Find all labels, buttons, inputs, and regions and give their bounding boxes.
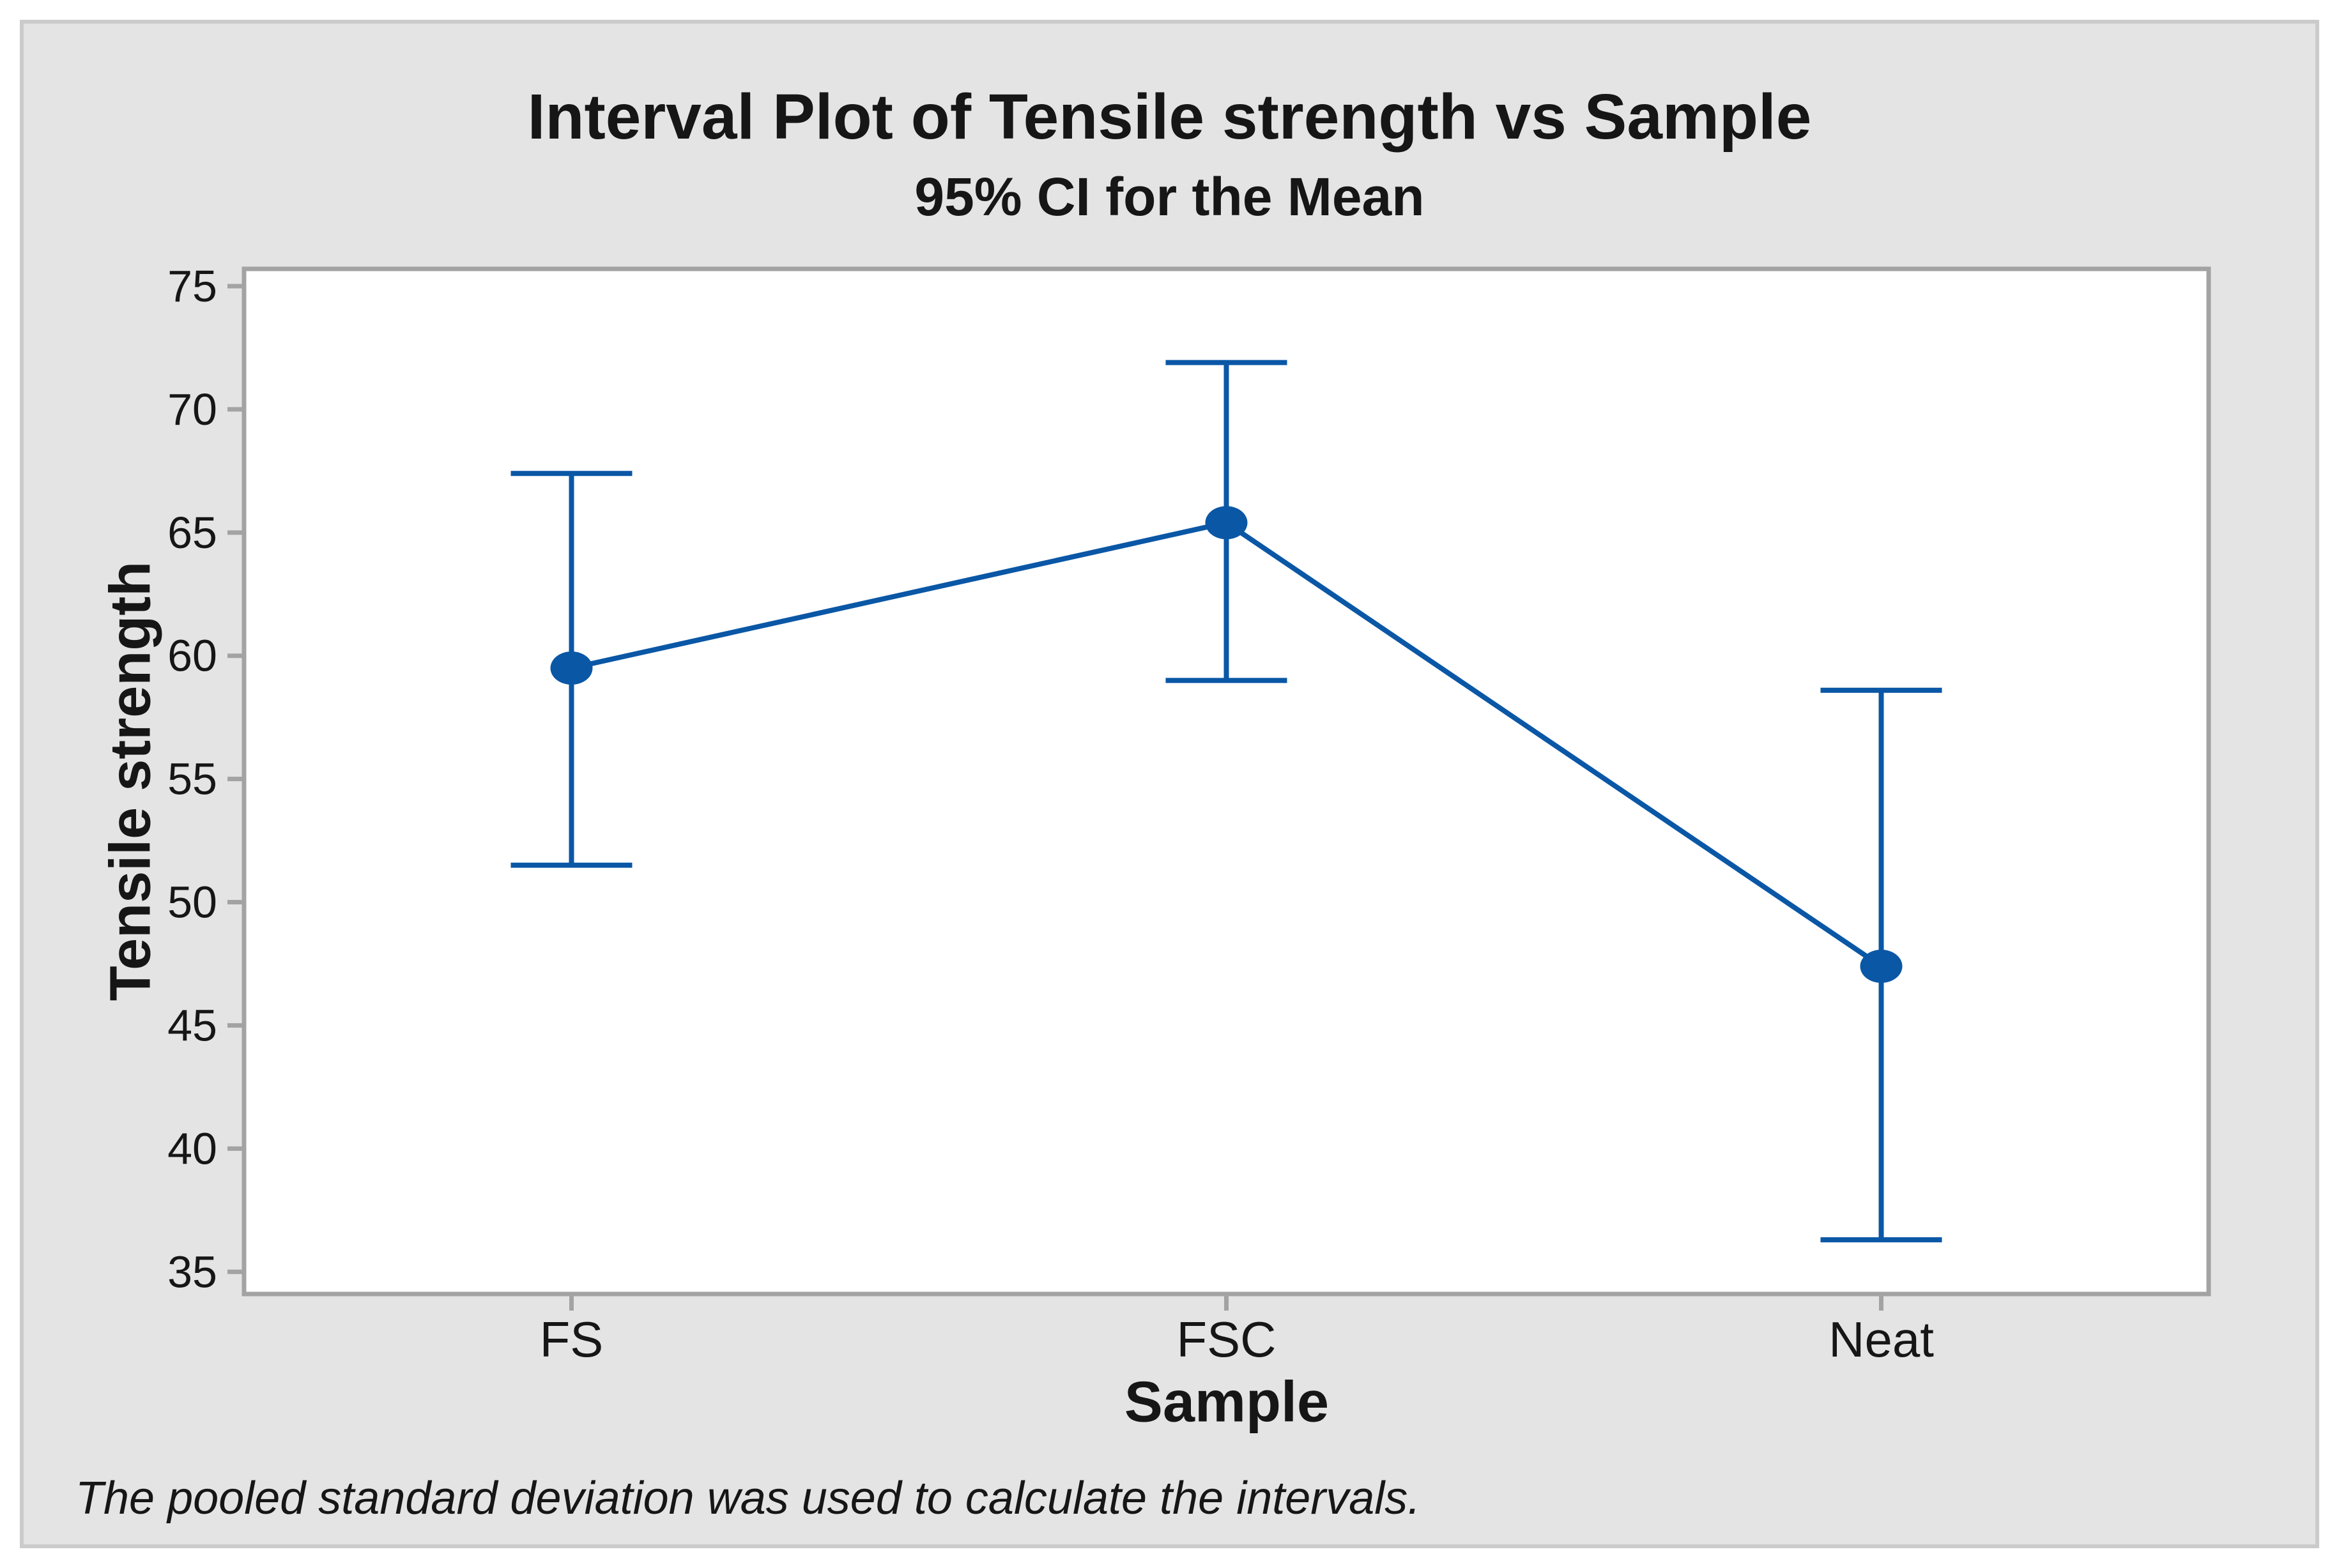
y-tick-label: 40 — [167, 1123, 217, 1173]
y-tick-label: 45 — [167, 1000, 217, 1050]
y-tick-label: 65 — [167, 508, 217, 558]
x-tick-label: FSC — [1177, 1311, 1277, 1367]
y-tick-label: 55 — [167, 754, 217, 804]
x-tick-label: FS — [540, 1311, 604, 1367]
y-tick-label: 70 — [167, 384, 217, 434]
mean-marker — [1860, 949, 1903, 983]
y-tick-label: 35 — [167, 1247, 217, 1297]
x-tick-label: Neat — [1829, 1311, 1934, 1367]
y-tick-label: 75 — [167, 261, 217, 311]
chart-title: Interval Plot of Tensile strength vs Sam… — [527, 81, 1812, 153]
x-axis-title: Sample — [1124, 1370, 1330, 1435]
mean-marker — [550, 651, 593, 685]
y-tick-label: 60 — [167, 631, 217, 681]
mean-marker — [1205, 506, 1248, 540]
footnote: The pooled standard deviation was used t… — [75, 1473, 1421, 1524]
chart-subtitle: 95% CI for the Mean — [914, 167, 1425, 227]
y-tick-label: 50 — [167, 878, 217, 927]
